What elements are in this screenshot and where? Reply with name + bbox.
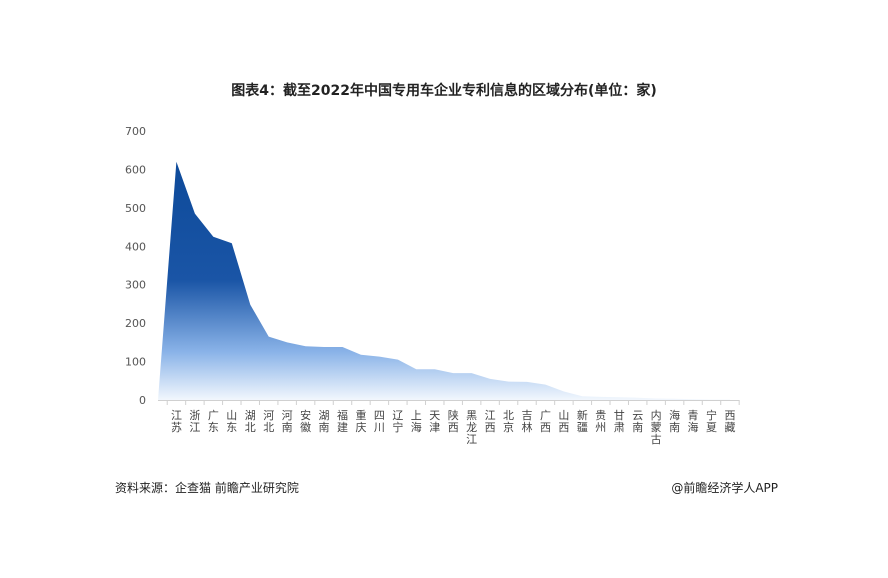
x-tick-label: 陕西 xyxy=(448,408,459,434)
x-tick-label: 上海 xyxy=(411,409,422,434)
x-tick-label: 山东 xyxy=(226,409,237,434)
x-tick-label: 天津 xyxy=(429,409,440,434)
y-tick-label: 700 xyxy=(125,125,146,138)
y-tick-label: 200 xyxy=(125,317,146,330)
x-tick-label: 湖北 xyxy=(245,409,256,434)
x-tick-label: 广东 xyxy=(208,409,219,434)
source-note: 资料来源：企查猫 前瞻产业研究院 xyxy=(115,481,299,495)
x-tick-label: 海南 xyxy=(669,408,680,434)
x-tick-label: 甘肃 xyxy=(614,409,625,434)
x-tick-label: 重庆 xyxy=(355,408,366,434)
x-tick-label: 湖南 xyxy=(319,409,330,434)
y-tick-label: 300 xyxy=(125,279,146,292)
x-tick-label: 江西 xyxy=(485,409,496,434)
chart-title: 图表4：截至2022年中国专用车企业专利信息的区域分布(单位：家) xyxy=(231,83,657,99)
credit-note: @前瞻经济学人APP xyxy=(671,481,778,495)
x-tick-label: 辽宁 xyxy=(392,409,403,434)
x-tick-label: 北京 xyxy=(503,409,514,434)
y-tick-label: 0 xyxy=(139,394,146,407)
x-tick-label: 黑龙江 xyxy=(466,409,477,446)
area-series xyxy=(158,161,730,400)
x-tick-label: 贵州 xyxy=(595,409,606,434)
y-tick-label: 400 xyxy=(125,240,146,253)
x-tick-label: 宁夏 xyxy=(706,408,717,434)
x-tick-label: 内蒙古 xyxy=(651,408,662,446)
x-tick-label: 安徽 xyxy=(300,408,311,434)
x-tick-label: 吉林 xyxy=(522,409,533,434)
area-chart: 0 100 200 300 400 500 600 700 江苏浙江广东山东湖北河北河南安徽湖… xyxy=(125,125,740,446)
x-tick-label: 江苏 xyxy=(171,409,182,434)
y-tick-label: 100 xyxy=(125,356,146,369)
x-tick-label: 新疆 xyxy=(577,408,588,434)
y-tick-label: 500 xyxy=(125,202,146,215)
x-tick-label: 河南 xyxy=(282,409,293,434)
x-tick-label: 山西 xyxy=(558,409,569,434)
x-tick-label: 云南 xyxy=(632,409,643,434)
x-tick-label: 广西 xyxy=(540,409,551,434)
x-tick-label: 河北 xyxy=(263,409,274,434)
y-tick-label: 600 xyxy=(125,163,146,176)
x-tick-label: 浙江 xyxy=(189,409,200,434)
x-tick-label: 西藏 xyxy=(724,409,735,434)
x-tick-label: 四川 xyxy=(374,409,385,434)
x-tick-label: 福建 xyxy=(337,408,348,434)
x-tick-label: 青海 xyxy=(688,409,699,434)
